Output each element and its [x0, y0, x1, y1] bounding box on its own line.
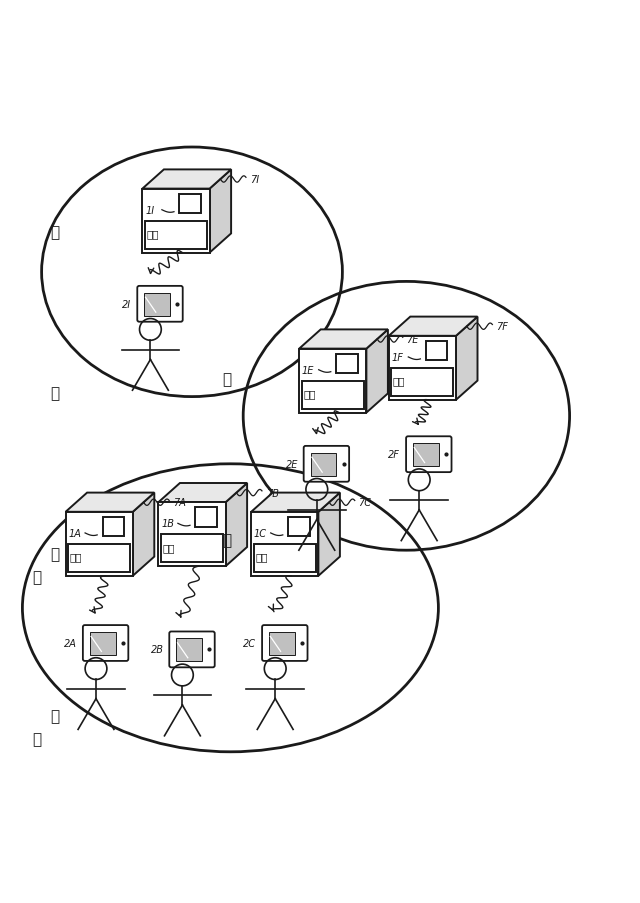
FancyBboxPatch shape: [262, 626, 307, 661]
Text: 2I: 2I: [122, 300, 132, 310]
Text: 1A: 1A: [68, 528, 81, 538]
Text: 2F: 2F: [388, 450, 401, 460]
Text: 7B: 7B: [266, 488, 279, 498]
Polygon shape: [66, 512, 133, 576]
Polygon shape: [226, 483, 247, 566]
Text: 店舗: 店舗: [255, 552, 268, 562]
Text: 西: 西: [50, 225, 59, 239]
Text: 銀: 銀: [223, 372, 232, 386]
Text: 7A: 7A: [173, 498, 186, 507]
Text: 2C: 2C: [243, 638, 256, 648]
Text: 2E: 2E: [285, 460, 298, 470]
Text: 宿: 宿: [33, 731, 42, 746]
Polygon shape: [133, 493, 154, 576]
Polygon shape: [456, 317, 477, 400]
Polygon shape: [159, 503, 226, 566]
Polygon shape: [413, 443, 439, 467]
Text: 店舗: 店舗: [163, 543, 175, 553]
Text: 里: 里: [50, 708, 59, 723]
Text: 店舗: 店舗: [147, 229, 159, 239]
Text: 7E: 7E: [406, 335, 419, 345]
Polygon shape: [389, 317, 477, 337]
Text: 7F: 7F: [496, 321, 508, 331]
Polygon shape: [366, 330, 388, 414]
Polygon shape: [176, 638, 202, 662]
Text: 7C: 7C: [358, 498, 372, 507]
Text: 店舗: 店舗: [70, 552, 82, 562]
Text: 1F: 1F: [392, 352, 403, 362]
Polygon shape: [310, 453, 337, 476]
Text: 日: 日: [50, 386, 59, 401]
Polygon shape: [300, 330, 388, 349]
FancyBboxPatch shape: [169, 632, 214, 667]
FancyBboxPatch shape: [304, 446, 349, 482]
Polygon shape: [144, 293, 170, 316]
Polygon shape: [159, 483, 247, 503]
Polygon shape: [252, 512, 319, 576]
FancyBboxPatch shape: [406, 437, 452, 472]
Text: 7I: 7I: [250, 175, 259, 185]
Text: 座: 座: [223, 533, 232, 548]
Text: 2A: 2A: [64, 638, 77, 648]
Text: 2B: 2B: [150, 645, 164, 655]
Text: 1E: 1E: [302, 366, 314, 376]
Text: 1B: 1B: [161, 518, 174, 529]
Polygon shape: [90, 632, 116, 655]
Text: 新: 新: [33, 570, 42, 585]
Text: 店舗: 店舗: [303, 389, 316, 399]
Polygon shape: [389, 337, 456, 400]
Text: 1I: 1I: [145, 206, 154, 216]
FancyBboxPatch shape: [83, 626, 128, 661]
Polygon shape: [269, 632, 295, 655]
Polygon shape: [66, 493, 154, 512]
Text: 暮: 暮: [50, 547, 59, 562]
Polygon shape: [143, 190, 210, 254]
Polygon shape: [252, 493, 340, 512]
Text: 店舗: 店舗: [393, 377, 405, 386]
Polygon shape: [143, 170, 231, 190]
Polygon shape: [210, 170, 231, 254]
Polygon shape: [319, 493, 340, 576]
FancyBboxPatch shape: [138, 286, 183, 322]
Polygon shape: [300, 349, 366, 414]
Text: 1C: 1C: [254, 528, 267, 538]
